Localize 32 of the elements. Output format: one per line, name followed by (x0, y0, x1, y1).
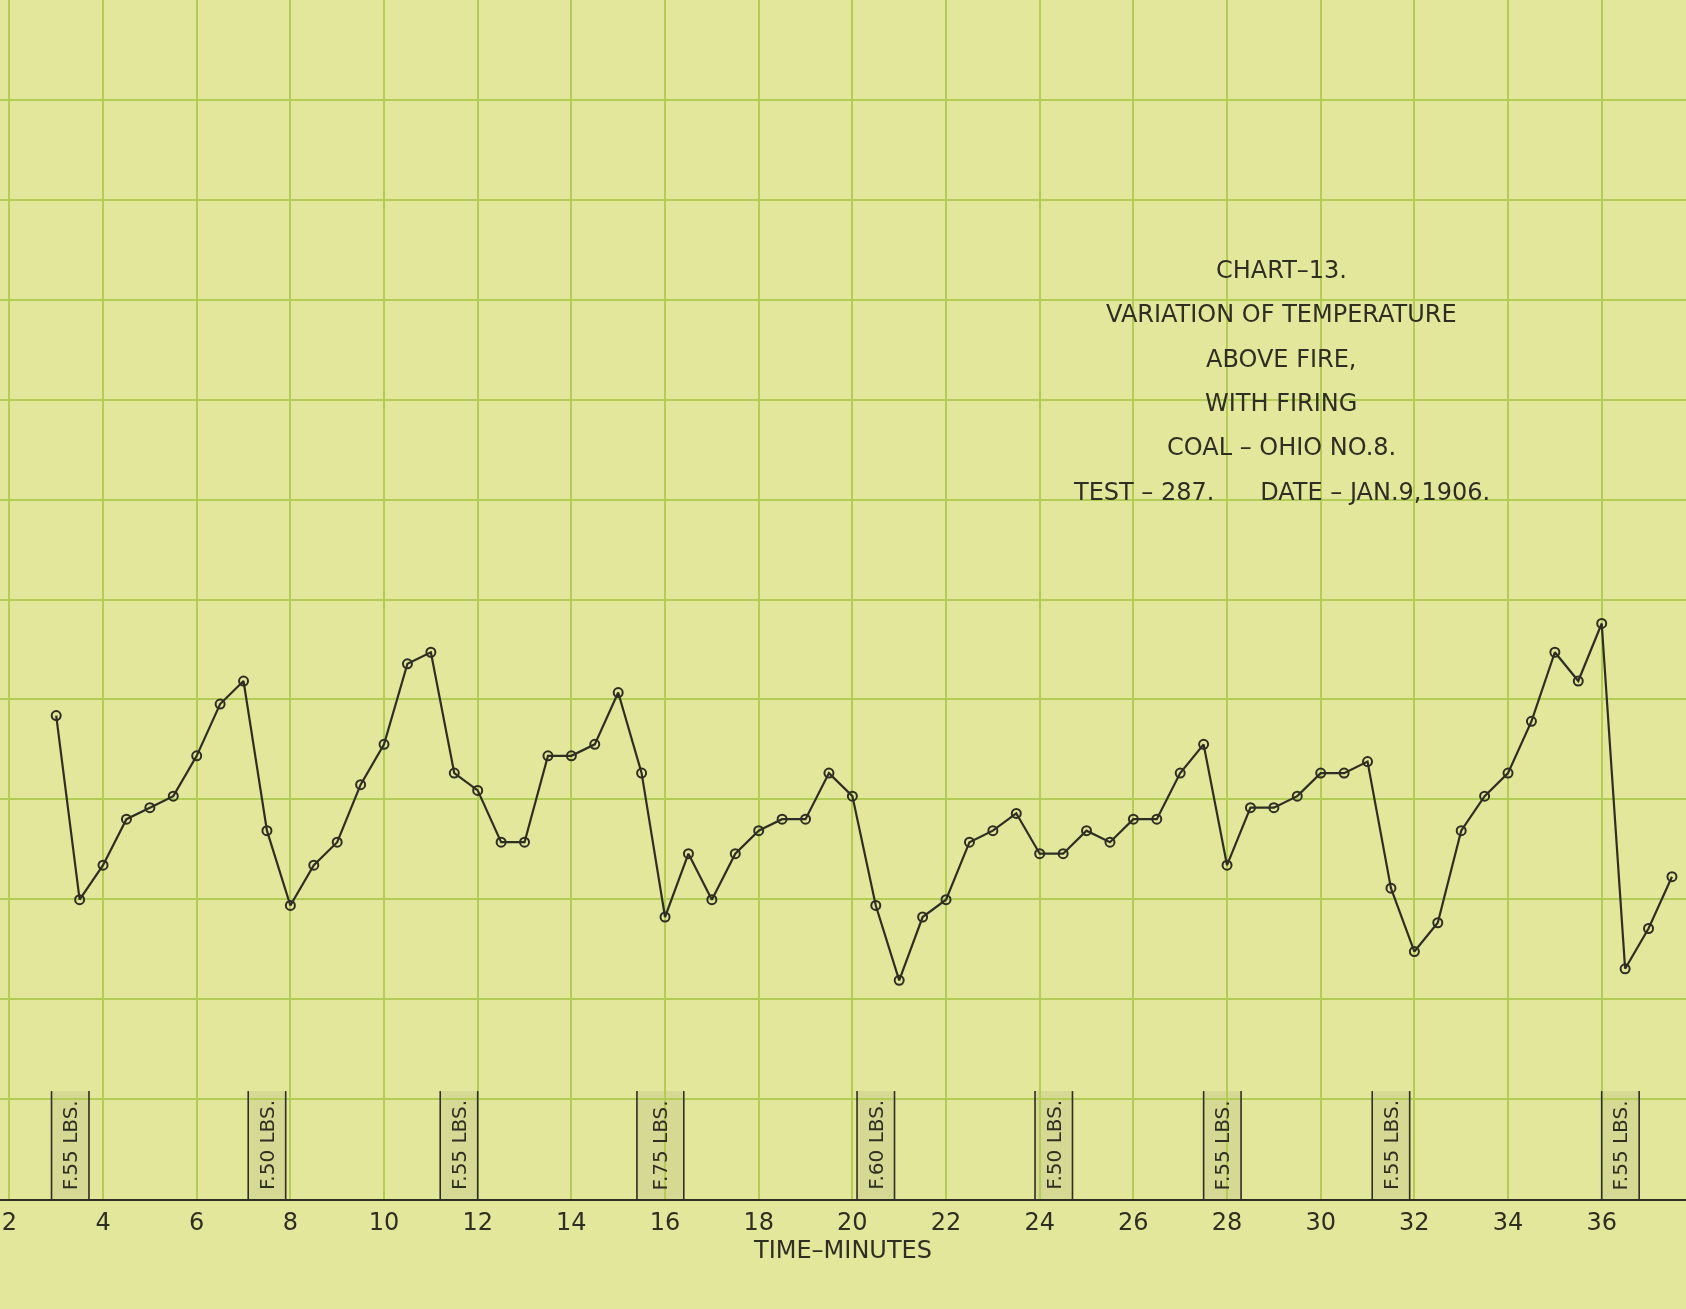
band-label: F.55 LBS. (58, 1100, 83, 1191)
x-tick-label: 14 (556, 1207, 587, 1236)
x-tick-label: 28 (1211, 1207, 1243, 1236)
x-tick-label: 34 (1492, 1207, 1524, 1236)
x-tick-label: 20 (837, 1207, 868, 1236)
x-tick-label: 4 (95, 1207, 111, 1236)
x-tick-label: 12 (462, 1207, 493, 1236)
x-tick-label: 10 (368, 1207, 400, 1236)
chart-title: CHART–13. (1216, 256, 1347, 284)
x-tick-label: 30 (1305, 1207, 1336, 1236)
x-tick-label: 18 (743, 1207, 774, 1236)
x-tick-label: 36 (1586, 1207, 1617, 1236)
x-tick-label: 24 (1024, 1207, 1055, 1236)
band-label: F.60 LBS. (863, 1099, 888, 1190)
x-tick-label: 32 (1399, 1207, 1430, 1236)
x-tick-label: 8 (282, 1207, 299, 1236)
band-label: F.50 LBS. (1041, 1099, 1066, 1190)
band-label: F.55 LBS. (1378, 1099, 1403, 1190)
x-tick-label: 16 (649, 1207, 681, 1236)
band-label: F.55 LBS. (446, 1099, 471, 1191)
x-tick-label: 22 (930, 1207, 962, 1236)
x-tick-label: 2 (1, 1207, 18, 1236)
band-label: F.55 LBS. (1608, 1100, 1633, 1191)
band-label: F.50 LBS. (254, 1099, 279, 1190)
chart-subtitle: VARIATION OF TEMPERATURE ABOVE FIRE, WITH FIRING (1106, 300, 1457, 417)
text: TEST – 287. DATE – JAN.9,1906. (1073, 478, 1491, 506)
x-tick-label: 6 (189, 1207, 205, 1236)
text: COAL – OHIO NO.8. (1167, 433, 1397, 461)
x-tick-label: 26 (1118, 1207, 1149, 1236)
band-label: F.75 LBS. (648, 1100, 673, 1191)
x-axis-title: TIME–MINUTES (753, 1235, 932, 1264)
band-label: F.55 LBS. (1210, 1100, 1235, 1191)
